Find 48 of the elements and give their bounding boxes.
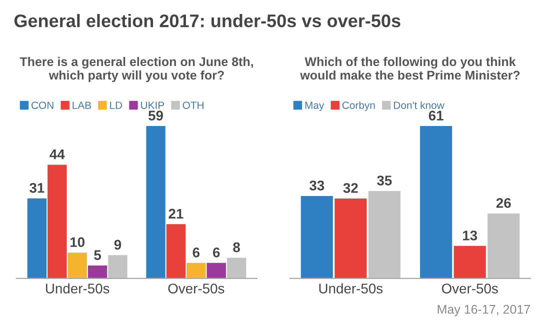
x-tick-label: Under-50s [46, 283, 110, 294]
bar [226, 258, 246, 278]
data-label: 5 [94, 250, 102, 260]
text: General election 2017: under-50s vs over-50s [14, 14, 400, 28]
data-label: 35 [377, 176, 392, 186]
bar [108, 255, 128, 278]
bar [300, 196, 333, 278]
data-label: 21 [168, 208, 184, 219]
legend-label: May [305, 102, 324, 112]
data-label: 8 [233, 242, 240, 252]
data-label: 59 [148, 110, 163, 120]
bar [368, 190, 400, 278]
bar [420, 126, 452, 278]
data-label: 9 [114, 240, 122, 250]
data-label: 6 [192, 248, 200, 258]
legend-label: LD [110, 102, 122, 109]
data-label: 13 [462, 230, 478, 240]
legend-label: Don't know [394, 101, 444, 109]
legend-label: LAB [72, 102, 91, 109]
text: May 16-17, 2017 [438, 304, 530, 316]
legend-label: UKIP [141, 102, 164, 109]
legend-label: Corbyn [342, 101, 375, 112]
data-label: 10 [70, 237, 84, 248]
bar [27, 198, 47, 278]
bar [68, 252, 87, 278]
data-label: 32 [343, 183, 358, 193]
x-tick-label: Under-50s [319, 283, 383, 294]
legend-label: OTH [182, 102, 204, 109]
bar [166, 224, 186, 278]
chart-title: Which of the following do you think would make the best Prime Minister? [300, 56, 520, 80]
chart-title: There is a general election on June 8th, which party will you vote for? [20, 56, 253, 82]
data-label: 31 [30, 182, 44, 193]
bar [146, 126, 166, 278]
data-label: 26 [496, 198, 511, 208]
data-label: 33 [309, 180, 324, 190]
data-label: 61 [428, 110, 444, 120]
bar [186, 262, 206, 278]
bar [454, 246, 486, 278]
data-label: 44 [50, 150, 65, 160]
bar [488, 213, 520, 278]
legend-label: CON [32, 102, 54, 109]
data-label: 6 [213, 248, 220, 258]
x-tick-label: Over-50s [442, 284, 498, 294]
bar [206, 262, 226, 278]
bar [88, 265, 108, 278]
bar [48, 164, 67, 278]
bar [334, 198, 367, 278]
x-tick-label: Over-50s [168, 284, 224, 294]
